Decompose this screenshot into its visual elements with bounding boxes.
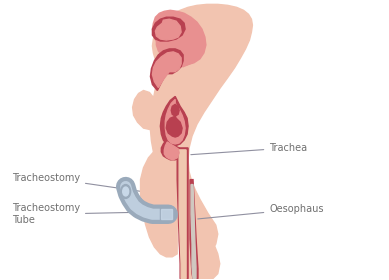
Polygon shape: [190, 179, 198, 279]
Polygon shape: [152, 10, 206, 65]
Polygon shape: [165, 99, 185, 144]
Polygon shape: [161, 140, 180, 160]
Polygon shape: [166, 116, 182, 137]
Polygon shape: [164, 142, 179, 160]
Text: Tracheostomy
Tube: Tracheostomy Tube: [12, 204, 136, 225]
Polygon shape: [156, 23, 202, 67]
Polygon shape: [152, 52, 181, 88]
Ellipse shape: [123, 187, 129, 196]
Polygon shape: [160, 207, 173, 221]
Polygon shape: [160, 96, 188, 146]
Polygon shape: [151, 4, 252, 264]
Text: Oesophaus: Oesophaus: [198, 204, 324, 219]
Text: Trachea: Trachea: [191, 143, 307, 155]
Polygon shape: [155, 19, 181, 40]
Polygon shape: [171, 104, 179, 116]
Ellipse shape: [121, 185, 131, 199]
Polygon shape: [140, 144, 177, 257]
Polygon shape: [133, 90, 155, 130]
Polygon shape: [191, 185, 196, 279]
Polygon shape: [179, 199, 220, 279]
Text: Tracheostomy: Tracheostomy: [12, 173, 159, 194]
Polygon shape: [177, 148, 188, 279]
Polygon shape: [179, 150, 186, 279]
Polygon shape: [161, 209, 172, 219]
Polygon shape: [152, 17, 185, 41]
Polygon shape: [151, 49, 183, 90]
